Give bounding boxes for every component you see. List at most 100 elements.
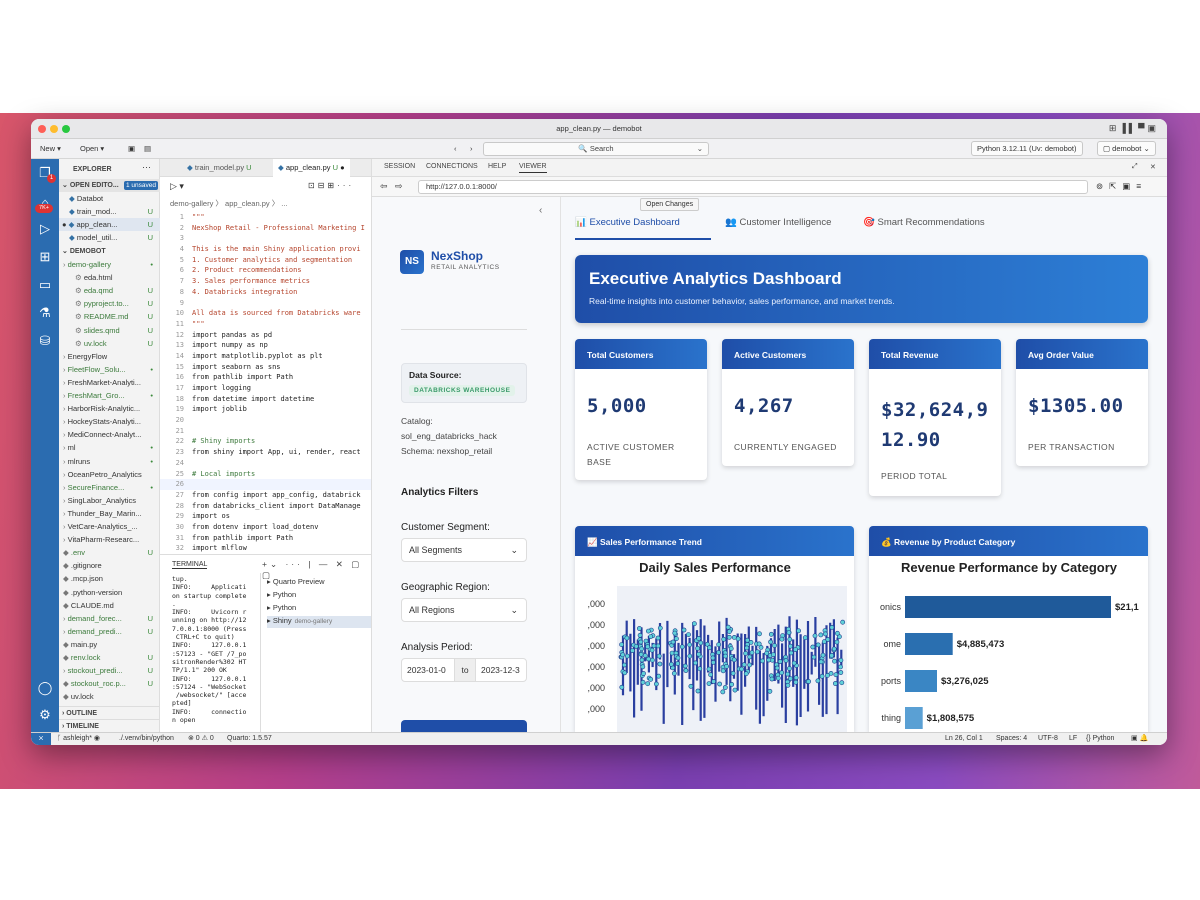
code-line[interactable]: 7 3. Sales performance metrics	[160, 276, 371, 287]
code-line[interactable]: 15 import seaborn as sns	[160, 362, 371, 373]
code-line[interactable]: 13 import numpy as np	[160, 340, 371, 351]
explorer-item[interactable]: › demand_forec... U	[59, 612, 160, 625]
forward-arrow-icon[interactable]: ›	[470, 144, 473, 153]
code-line[interactable]: 25 # Local imports	[160, 469, 371, 480]
explorer-item[interactable]: ◆ stockout_roc.p... U	[59, 677, 160, 690]
explorer-item[interactable]: › VitaPharm-Researc...	[59, 533, 160, 546]
settings-gear-icon[interactable]: ⚙	[39, 707, 51, 722]
explorer-item[interactable]: › FleetFlow_Solu... •	[59, 363, 160, 376]
explorer-item[interactable]: ⚙ eda.html	[59, 271, 160, 284]
line-ending[interactable]: LF	[1069, 735, 1078, 742]
code-line[interactable]: 17 import logging	[160, 383, 371, 394]
database-icon[interactable]: ⛁	[39, 333, 51, 348]
layout-controls[interactable]: ⊞▐▌▀▣	[1108, 123, 1159, 133]
maximize-window-button[interactable]	[62, 125, 70, 133]
open-editor-item[interactable]: ◆ Databot	[59, 192, 160, 205]
command-search[interactable]: 🔍 Search ⌄	[483, 142, 709, 156]
editor-actions[interactable]: ⊡⊟⊞···	[308, 181, 355, 190]
forward-arrow-icon[interactable]: ⇨	[395, 181, 403, 191]
code-line[interactable]: 2 NexShop Retail - Professional Marketing…	[160, 223, 371, 234]
terminal-output[interactable]: tup. INFO: Applicati on startup complete…	[172, 575, 247, 725]
unsaved-dot-icon[interactable]: ●	[340, 163, 345, 172]
collapse-sidebar-icon[interactable]: ‹	[539, 205, 543, 216]
source-control-icon[interactable]: ⌂ 7K+	[35, 195, 53, 213]
explorer-item[interactable]: › FreshMarket-Analyti...	[59, 376, 160, 389]
tab-session[interactable]: SESSION	[384, 163, 416, 170]
code-line[interactable]: 6 2. Product recommendations	[160, 265, 371, 276]
explorer-item[interactable]: › SingLabor_Analytics	[59, 494, 160, 507]
code-line[interactable]: 18 from datetime import datetime	[160, 394, 371, 405]
explorer-item[interactable]: ◆ main.py	[59, 638, 160, 651]
notifications-icon[interactable]: ▣ 🔔	[1131, 735, 1149, 742]
tab-connections[interactable]: CONNECTIONS	[426, 163, 478, 170]
explorer-item[interactable]: › SecureFinance... •	[59, 481, 160, 494]
code-line[interactable]: 31 from pathlib import Path	[160, 533, 371, 544]
region-select[interactable]: All Regions ⌄	[401, 598, 527, 622]
quarto-version[interactable]: Quarto: 1.5.57	[227, 735, 272, 742]
nav-smart-recommendations[interactable]: 🎯 Smart Recommendations	[863, 217, 985, 228]
code-line[interactable]: 28 from databricks_client import DataMana…	[160, 501, 371, 512]
code-line[interactable]: 8 4. Databricks integration	[160, 287, 371, 298]
code-line[interactable]: 12 import pandas as pd	[160, 330, 371, 341]
back-arrow-icon[interactable]: ⇦	[380, 181, 388, 191]
open-button[interactable]: Open ▾	[80, 144, 105, 153]
back-arrow-icon[interactable]: ‹	[454, 144, 457, 153]
date-to-input[interactable]: 2023-12-3	[481, 665, 520, 675]
maximize-panel-icon[interactable]: ⤢	[1132, 163, 1138, 170]
terminal-session[interactable]: ▸ Python	[267, 603, 371, 615]
outline-section[interactable]: › OUTLINE	[59, 706, 160, 719]
code-line[interactable]: 10 All data is sourced from Databricks wa…	[160, 308, 371, 319]
explorer-item[interactable]: ⚙ eda.qmd U	[59, 284, 160, 297]
open-editor-item[interactable]: ◆ train_mod... U	[59, 205, 160, 218]
explorer-item[interactable]: › FreshMart_Gro... •	[59, 389, 160, 402]
explorer-icon[interactable]: ❐ 1	[37, 165, 56, 183]
nav-executive-dashboard[interactable]: 📊 Executive Dashboard	[575, 217, 711, 240]
save-all-icon[interactable]: ▤	[144, 144, 152, 153]
tab-app-clean[interactable]: ◆ app_clean.py U ●	[273, 159, 350, 178]
explorer-item[interactable]: ◆ .gitignore	[59, 559, 160, 572]
nav-customer-intelligence[interactable]: 👥 Customer Intelligence	[725, 217, 831, 228]
explorer-item[interactable]: › demo-gallery •	[59, 258, 160, 271]
code-line[interactable]: 14 import matplotlib.pyplot as plt	[160, 351, 371, 362]
explorer-item[interactable]: ◆ renv.lock U	[59, 651, 160, 664]
explorer-item[interactable]: › EnergyFlow	[59, 350, 160, 363]
url-input[interactable]: http://127.0.0.1:8000/	[418, 180, 1088, 194]
explorer-item[interactable]: ⚙ README.md U	[59, 310, 160, 323]
explorer-item[interactable]: › MediConnect-Analyt...	[59, 428, 160, 441]
explorer-item[interactable]: ◆ CLAUDE.md	[59, 599, 160, 612]
segment-select[interactable]: All Segments ⌄	[401, 538, 527, 562]
open-editors-header[interactable]: ⌄ OPEN EDITO... 1 unsaved	[59, 179, 160, 192]
breadcrumb[interactable]: demo-gallery 〉 app_clean.py 〉 ...	[170, 199, 288, 208]
terminal-session[interactable]: ▸ Quarto Preview	[267, 577, 371, 589]
encoding[interactable]: UTF-8	[1038, 735, 1058, 742]
code-lines[interactable]: 1 """ 2 NexShop Retail - Professional Marke…	[160, 212, 371, 554]
terminal-session[interactable]: ▸ Python	[267, 590, 371, 602]
new-button[interactable]: New ▾	[40, 144, 61, 153]
terminal-session[interactable]: ▸ Shiny demo-gallery	[267, 616, 371, 628]
testing-flask-icon[interactable]: ⚗	[39, 305, 51, 320]
code-line[interactable]: 20	[160, 415, 371, 426]
explorer-item[interactable]: › HarborRisk-Analytic...	[59, 402, 160, 415]
explorer-item[interactable]: ◆ .python-version	[59, 586, 160, 599]
code-line[interactable]: 16 from pathlib import Path	[160, 372, 371, 383]
code-line[interactable]: 27 from config import app_config, databri…	[160, 490, 371, 501]
run-file-icon[interactable]: ▷ ▾	[170, 181, 184, 191]
explorer-item[interactable]: › HockeyStats-Analyti...	[59, 415, 160, 428]
explorer-item[interactable]: › VetCare-Analytics_...	[59, 520, 160, 533]
more-actions-icon[interactable]: ···	[142, 162, 151, 172]
project-selector[interactable]: ▢ demobot ⌄	[1097, 141, 1156, 156]
action-button[interactable]	[401, 720, 527, 732]
python-interpreter-selector[interactable]: Python 3.12.11 (Uv: demobot)	[971, 141, 1083, 156]
explorer-item[interactable]: › mlruns •	[59, 455, 160, 468]
close-panel-icon[interactable]: ✕	[1150, 164, 1156, 171]
date-from-input[interactable]: 2023-01-0	[407, 665, 446, 675]
timeline-section[interactable]: › TIMELINE	[59, 719, 160, 732]
save-icon[interactable]: ▣	[128, 144, 136, 153]
git-branch[interactable]: ᚴ ashleigh* ◉	[57, 735, 101, 742]
account-icon[interactable]: ◯	[37, 680, 53, 695]
remote-icon[interactable]: ⨯	[31, 733, 51, 745]
indent-setting[interactable]: Spaces: 4	[996, 735, 1028, 742]
code-line[interactable]: 3	[160, 233, 371, 244]
code-line[interactable]: 21	[160, 426, 371, 437]
explorer-item[interactable]: › Thunder_Bay_Marin...	[59, 507, 160, 520]
